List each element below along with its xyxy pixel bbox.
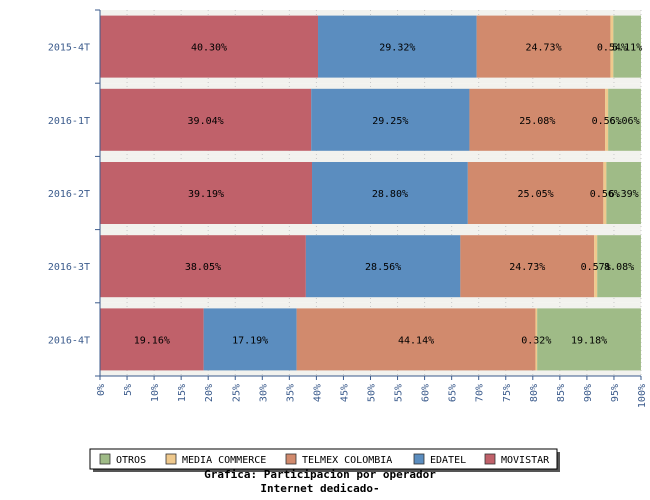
bars <box>100 15 641 371</box>
x-tick-label: 95% <box>610 384 621 402</box>
bar-media-commerce <box>605 88 609 151</box>
bar-telmex-colombia <box>460 235 595 298</box>
data-label: 24.73% <box>509 262 545 273</box>
category-labels: 2015-4T 2016-1T 2016-2T 2016-3T 2016-4T <box>48 43 90 347</box>
x-tick-label: 65% <box>448 384 459 402</box>
x-tick-label: 75% <box>502 384 513 402</box>
legend-label: EDATEL <box>430 455 466 466</box>
x-tick-label: 70% <box>475 384 486 402</box>
x-tick-label: 40% <box>312 384 323 402</box>
x-tick-label: 100% <box>637 384 648 408</box>
bar-telmex-colombia <box>296 308 536 371</box>
data-label: 39.04% <box>188 116 224 127</box>
data-label: 38.05% <box>185 262 221 273</box>
chart-title: Grafica: Participacion por operador <box>204 468 436 481</box>
bar-edatel <box>312 162 468 224</box>
legend-box <box>89 448 558 470</box>
legend: OTROS MEDIA COMMERCE TELMEX COLOMBIA EDATEL… <box>89 448 560 472</box>
data-label: 0.56% <box>592 116 622 127</box>
tick-labels: 0% 5% 10% 15% 20% 25% 30% 35% 40% 45% 50% 55% 60% 65%… <box>96 384 648 408</box>
legend-swatch <box>165 453 177 465</box>
legend-label: MEDIA COMMERCE <box>182 455 266 466</box>
data-label: 8.08% <box>604 262 634 273</box>
bar-media-commerce <box>535 308 538 371</box>
x-tick-label: 35% <box>285 384 296 402</box>
data-label: 28.56% <box>365 262 401 273</box>
chart-subtitle: Internet dedicado- <box>260 482 379 495</box>
data-label: 24.73% <box>525 43 561 54</box>
data-label: 0.54% <box>597 43 627 54</box>
data-label: 19.16% <box>134 335 170 346</box>
legend-swatch <box>484 453 496 465</box>
legend-label: OTROS <box>116 455 146 466</box>
bar-movistar <box>100 235 306 298</box>
data-label: 40.30% <box>191 43 227 54</box>
bar-media-commerce <box>594 235 598 298</box>
legend-label: TELMEX COLOMBIA <box>302 455 392 466</box>
x-tick-label: 30% <box>258 384 269 402</box>
bar-otros <box>537 308 641 371</box>
legend-swatch <box>413 453 425 465</box>
data-label: 0.32% <box>521 335 551 346</box>
bar-telmex-colombia <box>469 88 606 151</box>
data-label: 5.11% <box>612 43 642 54</box>
bar-media-commerce <box>603 162 607 224</box>
bar-edatel <box>318 15 477 78</box>
x-tick-label: 20% <box>204 384 215 402</box>
x-tick-label: 5% <box>123 384 134 396</box>
axes <box>95 9 642 380</box>
data-label: 0.57% <box>581 262 611 273</box>
legend-label: MOVISTAR <box>501 455 550 466</box>
category-label: 2016-4T <box>48 335 90 346</box>
x-tick-label: 45% <box>339 384 350 402</box>
bar-otros <box>606 162 641 224</box>
x-tick-label: 80% <box>529 384 540 402</box>
category-label: 2016-3T <box>48 262 90 273</box>
bar-movistar <box>100 88 312 151</box>
category-label: 2016-2T <box>48 189 90 200</box>
data-label: 19.18% <box>571 335 607 346</box>
data-label: 6.39% <box>609 189 639 200</box>
x-tick-label: 85% <box>556 384 567 402</box>
bar-otros <box>597 235 641 298</box>
data-label: 0.56% <box>590 189 620 200</box>
data-label: 39.19% <box>188 189 224 200</box>
data-label: 25.05% <box>518 189 554 200</box>
bar-otros <box>613 15 641 78</box>
bar-movistar <box>100 15 319 78</box>
data-label: 29.25% <box>372 116 408 127</box>
x-tick-label: 0% <box>96 384 107 396</box>
data-label: 29.32% <box>379 43 415 54</box>
bar-edatel <box>311 88 470 151</box>
x-tick-label: 50% <box>367 384 378 402</box>
data-label: 28.80% <box>372 189 408 200</box>
bar-edatel <box>203 308 297 371</box>
x-tick-label: 25% <box>231 384 242 402</box>
bar-movistar <box>100 308 204 371</box>
x-tick-label: 55% <box>394 384 405 402</box>
data-label: 25.08% <box>519 116 555 127</box>
legend-swatch <box>285 453 297 465</box>
data-label: 6.06% <box>609 116 639 127</box>
category-label: 2016-1T <box>48 116 90 127</box>
bar-otros <box>608 88 641 151</box>
x-tick-label: 60% <box>421 384 432 402</box>
data-label: 17.19% <box>232 335 268 346</box>
bar-telmex-colombia <box>467 162 604 224</box>
bar-telmex-colombia <box>476 15 611 78</box>
bar-movistar <box>100 162 313 224</box>
legend-swatch <box>99 453 111 465</box>
bar-media-commerce <box>610 15 614 78</box>
category-label: 2015-4T <box>48 43 90 54</box>
x-tick-label: 90% <box>583 384 594 402</box>
x-tick-label: 15% <box>177 384 188 402</box>
value-labels: 40.30% 29.32% 24.73% 0.54%5.11% 39.04% 29.25%… <box>134 43 642 347</box>
data-label: 44.14% <box>398 335 434 346</box>
bar-edatel <box>305 235 461 298</box>
x-tick-label: 10% <box>150 384 161 402</box>
